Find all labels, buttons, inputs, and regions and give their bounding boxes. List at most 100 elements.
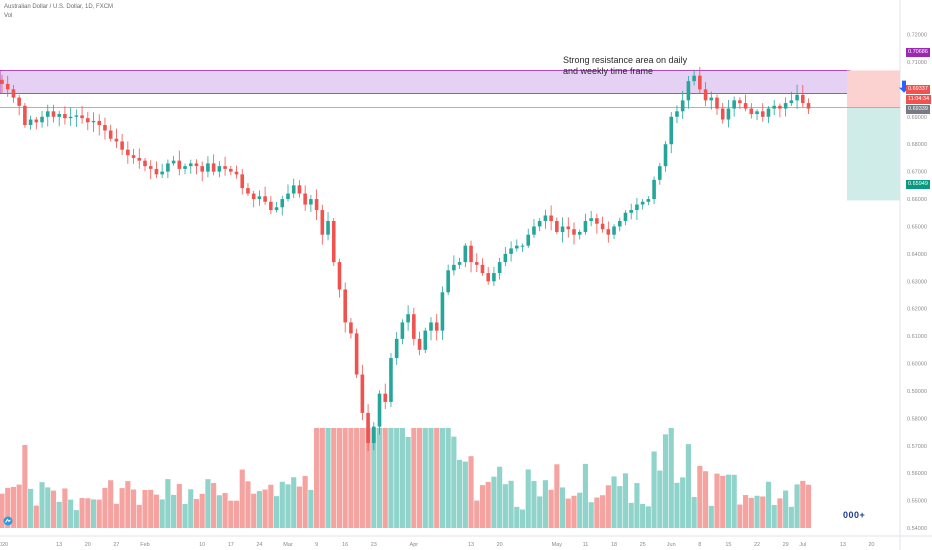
candle-body	[629, 210, 633, 213]
candle-body	[606, 229, 611, 235]
volume-bar	[662, 434, 669, 528]
candle-body	[74, 115, 79, 117]
volume-bar	[474, 500, 480, 528]
x-tick-label: 27	[113, 542, 119, 548]
candle-body	[5, 83, 10, 90]
y-tick-label: 0.58000	[907, 416, 927, 422]
volume-bar	[245, 481, 251, 528]
volume-bar	[525, 469, 531, 528]
volume-bar	[33, 505, 39, 528]
volume-bar	[634, 483, 640, 528]
volume-bar	[62, 488, 68, 528]
candle-body	[320, 210, 325, 235]
price-tag-entry: 0.69339	[906, 105, 930, 114]
candle-body	[720, 108, 725, 120]
tradingview-logo-icon[interactable]	[3, 516, 13, 526]
y-tick-label: 0.64000	[907, 252, 927, 258]
y-tick-label: 0.69000	[907, 115, 927, 121]
volume-bar	[491, 476, 497, 528]
volume-bar	[605, 485, 611, 528]
y-tick-label: 0.68000	[907, 142, 927, 148]
volume-bar	[90, 499, 97, 528]
x-tick-label: 10	[199, 542, 205, 548]
volume-bar	[256, 491, 262, 528]
candle-body	[617, 220, 622, 227]
volume-bar	[657, 470, 663, 528]
candle-body	[663, 144, 668, 167]
candle-body	[11, 89, 16, 98]
candle-body	[103, 125, 107, 131]
candle-body	[188, 163, 193, 167]
volume-bar	[239, 469, 245, 528]
candle-body	[532, 226, 536, 235]
candle-body	[297, 185, 302, 194]
volume-bar	[171, 494, 177, 528]
volume-bar	[577, 492, 583, 528]
candle-body	[91, 120, 96, 123]
candle-body	[595, 218, 599, 224]
volume-bar	[754, 495, 760, 528]
volume-bar	[600, 495, 606, 528]
x-tick-label: 24	[256, 542, 262, 548]
volume-bar	[359, 428, 365, 528]
volume-bar	[342, 428, 348, 528]
candle-body	[543, 215, 548, 221]
candle-body	[40, 116, 44, 123]
candle-body	[640, 201, 645, 205]
symbol-title[interactable]: Australian Dollar / U.S. Dollar, 1D, FXC…	[4, 4, 114, 10]
volume-bar	[279, 481, 285, 528]
chart-header: Australian Dollar / U.S. Dollar, 1D, FXC…	[4, 3, 113, 21]
volume-bar	[485, 481, 491, 528]
volume-bar	[10, 486, 17, 528]
y-tick-label: 0.72000	[907, 33, 927, 39]
volume-bar	[628, 502, 634, 528]
volume-bar	[73, 510, 79, 528]
candle-body	[652, 179, 656, 200]
x-tick-label: 13	[468, 542, 474, 548]
volume-bar	[176, 483, 182, 528]
volume-indicator-label[interactable]: Vol	[4, 13, 13, 19]
volume-bar	[800, 480, 806, 528]
candle-body	[114, 138, 119, 142]
candle-body	[612, 226, 616, 235]
candle-body	[0, 79, 4, 84]
x-tick-label: 11	[583, 542, 589, 548]
candle-body	[274, 207, 279, 211]
candle-body	[57, 114, 61, 117]
volume-bar	[542, 480, 548, 528]
candle-body	[600, 223, 605, 230]
candle-body	[623, 212, 628, 221]
volume-bar	[142, 490, 148, 528]
candle-body	[795, 94, 799, 101]
candle-body	[446, 270, 450, 293]
candle-body	[372, 426, 376, 444]
x-tick-label: Jul	[799, 542, 806, 548]
volume-bar	[422, 428, 428, 528]
candle-body	[97, 120, 102, 126]
candle-body	[434, 322, 439, 331]
candle-body	[45, 111, 50, 117]
candle-body	[789, 100, 794, 104]
resistance-annotation[interactable]: Strong resistance area on daily and week…	[563, 55, 687, 77]
volume-bar	[559, 487, 566, 528]
volume-bar	[405, 436, 411, 528]
volume-bar	[45, 487, 51, 528]
volume-bar	[805, 484, 812, 528]
y-tick-label: 0.62000	[907, 307, 927, 313]
volume-bar	[411, 428, 417, 528]
y-tick-label: 0.63000	[907, 279, 927, 285]
candle-body	[732, 100, 736, 109]
candle-body	[389, 358, 393, 402]
candle-body	[492, 273, 496, 282]
chart-controls-icon[interactable]: 000+	[843, 510, 866, 520]
volume-bar	[68, 499, 74, 528]
y-tick-label: 0.61000	[907, 334, 927, 340]
volume-bar	[251, 493, 257, 528]
candle-body	[337, 262, 342, 290]
volume-bar	[651, 451, 657, 528]
candle-body	[17, 97, 21, 106]
candle-body	[394, 338, 399, 359]
candle-body	[509, 248, 513, 254]
candle-body	[240, 174, 245, 189]
